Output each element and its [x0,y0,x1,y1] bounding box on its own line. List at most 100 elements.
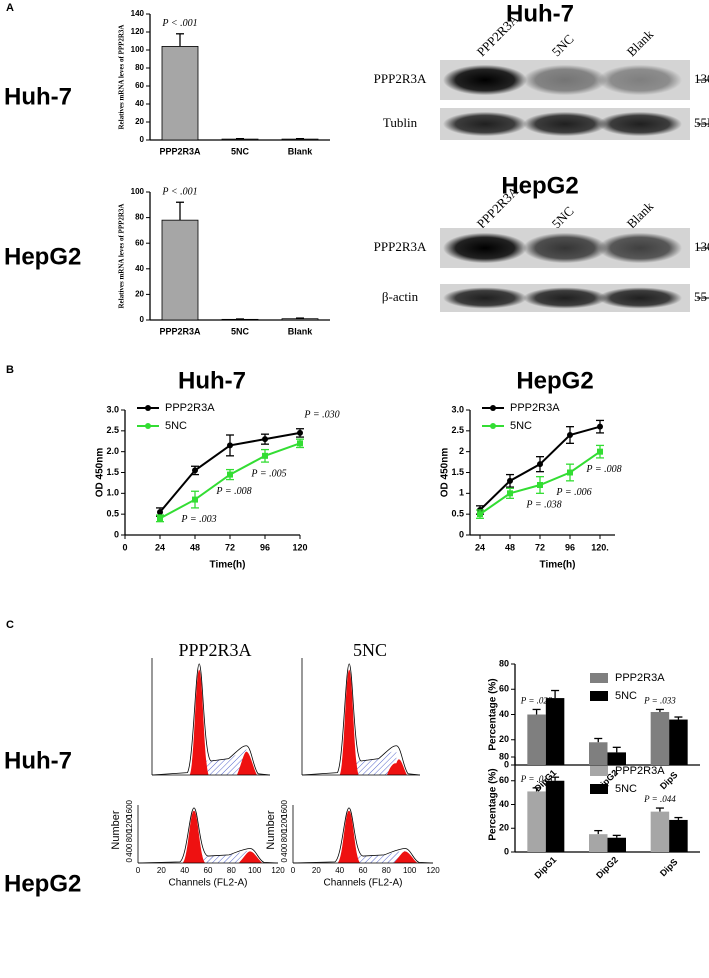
blot-band [443,111,527,137]
band-size: 130KDa [694,71,709,86]
flow-histogram [292,807,434,864]
x-tick-label: DipS [658,857,680,879]
bar [589,834,608,852]
flow-histogram [137,807,279,864]
row-label: HepG2 [4,870,81,897]
flow-x-tick: 20 [157,866,166,875]
p-value: P = .003 [180,514,216,525]
y-tick-label: 2.0 [106,446,119,456]
legend-marker [490,405,496,411]
blot-band [598,232,682,264]
bar [669,819,688,852]
legend-swatch [590,673,608,683]
legend-label: 5NC [510,420,532,432]
legend-label: PPP2R3A [165,402,215,414]
band-name: PPP2R3A [374,239,427,254]
p-value: P = .008 [215,486,251,497]
y-tick-label: 1.5 [106,467,119,477]
y-tick-label: 1 [459,488,464,498]
legend-label: 5NC [615,690,637,702]
y-tick-label: 3.0 [106,404,119,414]
bar [650,811,670,852]
y-tick-label: 0 [140,315,145,324]
x-tick-label: 48 [190,542,200,552]
y-tick-label: 1.5 [451,467,464,477]
y-tick-label: 0.5 [451,509,464,519]
flow-y-tick: 1600 [280,799,289,817]
p-value: P < .001 [161,187,197,198]
flow-x-tick: 120 [271,866,285,875]
flow-x-tick: 40 [180,866,189,875]
legend-marker [145,423,151,429]
bar [607,837,626,852]
flow-sphase [196,749,247,775]
y-tick-label: 40 [135,264,144,273]
y-axis-label: Percentage (%) [488,678,499,750]
flow-y-tick: 800 [280,828,289,842]
y-tick-label: 0 [504,759,509,769]
y-tick-label: 60 [499,684,509,694]
x-tick-label: 96 [260,542,270,552]
blot-title: Huh-7 [506,0,574,27]
legend-swatch [590,691,608,701]
flow-x-tick: 80 [382,866,391,875]
point [567,469,573,476]
panel-label: A [6,2,14,14]
blot-band [443,64,527,96]
band-name: β-actin [382,289,419,304]
flow-y-tick: 1600 [125,799,134,817]
y-tick-label: 2.5 [106,425,119,435]
flow-sphase [346,850,405,863]
y-tick-label: 40 [499,799,509,809]
blot-band [523,111,607,137]
legend-marker [490,423,496,429]
x-axis-label: Time(h) [210,560,246,571]
bar [161,219,199,321]
x-tick-label: 5NC [231,326,250,336]
bar [650,711,670,765]
y-tick-label: 2.5 [451,425,464,435]
point [537,461,543,468]
legend-label: 5NC [165,420,187,432]
p-value: P = .038 [525,500,561,511]
lane-label: PPP2R3A [474,183,522,231]
x-tick-label: 72 [535,542,545,552]
legend-label: PPP2R3A [615,672,665,684]
point [297,440,303,447]
flow-x-tick: 100 [403,866,417,875]
point [507,490,513,497]
point [537,482,543,488]
point [192,467,198,474]
band-size: 55 KDa [694,289,709,304]
panel-label: B [6,364,14,376]
x-tick-label: 96 [565,542,575,552]
band-size: 55KDa [694,115,709,130]
chart-title: Huh-7 [178,367,246,394]
lane-label: 5NC [549,203,577,231]
point [477,511,483,518]
row-label: Huh-7 [4,747,72,774]
flow-x-tick: 60 [359,866,368,875]
y-tick-label: 3.0 [451,404,464,414]
flow-y-tick: 0 [125,857,134,862]
y-tick-label: 60 [135,81,144,90]
flow-y-label: Number [265,810,277,849]
y-tick-label: 80 [499,658,509,668]
y-tick-label: 40 [135,99,144,108]
flow-g1 [337,810,361,863]
bar [221,138,259,141]
p-value: P = .029 [520,696,553,706]
point [597,448,603,455]
p-value: P = .015 [520,774,553,784]
y-tick-label: 0 [114,529,119,539]
lane-label: Blank [624,198,657,231]
bar [281,138,319,141]
y-tick-label: 80 [135,63,144,72]
point [297,429,303,436]
x-tick-label: 24 [155,542,165,552]
blot-band [523,287,607,309]
column-header: PPP2R3A [178,640,251,660]
bar [669,719,688,765]
p-value: P = .033 [643,696,676,706]
y-axis-label: Relatives mRNA leves of PPP2R3A [118,204,126,309]
